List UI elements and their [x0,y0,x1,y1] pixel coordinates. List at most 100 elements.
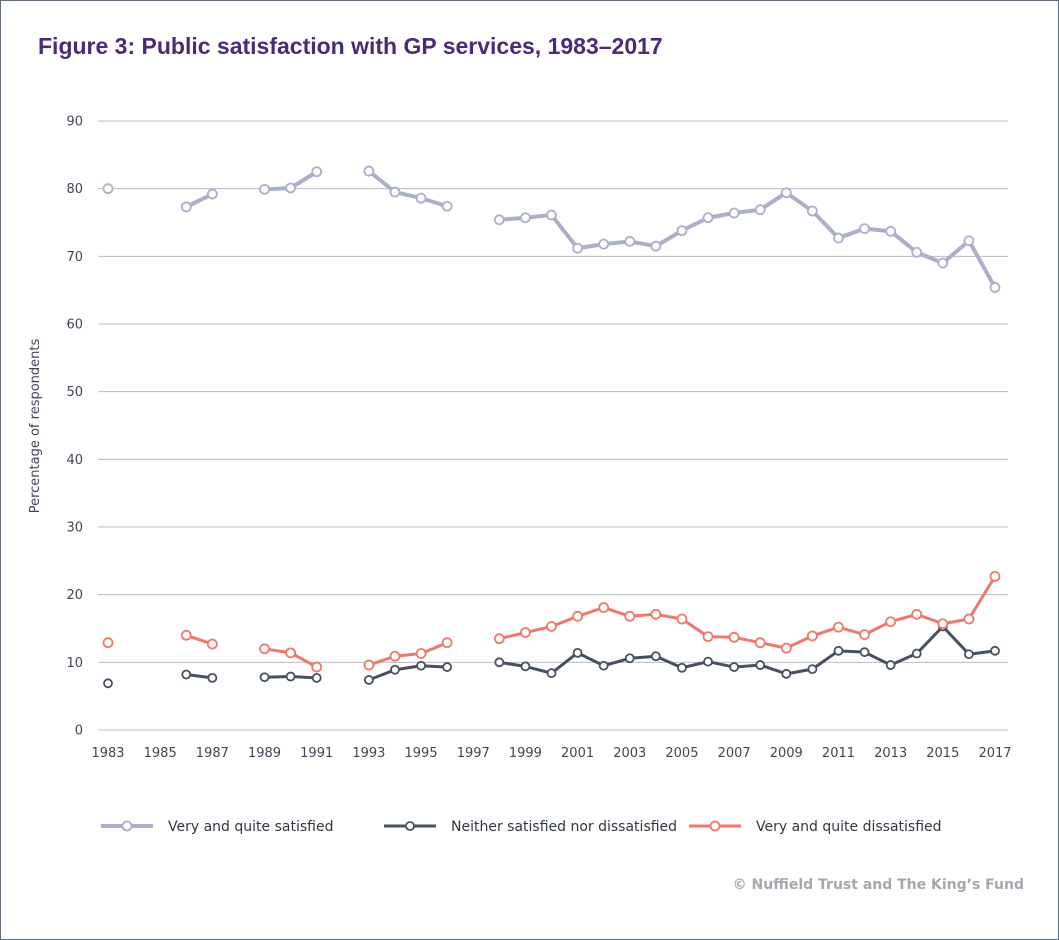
data-point [780,187,792,199]
data-point [702,212,714,224]
series-line-segment [497,190,997,290]
y-tick-label: 90 [66,115,83,130]
data-point [598,660,609,671]
data-point [441,200,453,212]
data-point [363,675,374,685]
copyright-notice: © Nuffield Trust and The King’s Fund [732,877,1024,893]
y-tick-label: 0 [75,724,83,739]
x-tick-label: 2003 [613,746,646,761]
x-tick-label: 1991 [300,746,333,761]
data-point [728,631,740,643]
data-point [415,192,427,204]
data-point [676,225,688,237]
data-point [520,661,531,672]
y-tick-label: 30 [66,521,83,536]
data-point [311,166,323,178]
series-dissatisfied [102,570,1001,673]
series-line-segment [367,664,449,682]
y-tick-label: 40 [66,453,83,468]
data-point [859,647,870,658]
data-point [781,668,792,679]
data-point [259,643,270,655]
data-point [598,238,610,250]
data-point [102,183,114,195]
data-point [703,656,713,667]
data-point [494,657,505,668]
series [102,165,1001,689]
data-point [311,661,323,673]
data-point [780,642,792,654]
data-point [702,631,714,643]
data-point [728,207,740,219]
data-point [259,672,270,683]
x-tick-label: 2007 [718,746,751,761]
data-point [389,650,401,662]
data-point [833,645,844,656]
data-point [493,633,505,645]
data-point [180,201,192,213]
data-point [520,212,531,224]
y-tick-label: 80 [66,182,83,197]
legend-label: Very and quite dissatisfied [756,819,942,835]
x-tick-label: 2011 [822,746,855,761]
data-point [285,182,297,194]
data-point [885,660,896,670]
x-tick-label: 2005 [665,746,698,761]
data-point [754,204,766,216]
y-tick-label: 20 [66,588,83,603]
chart-title: Figure 3: Public satisfaction with GP se… [38,33,663,59]
data-point [833,621,844,633]
data-point [520,627,531,638]
data-point [546,621,557,632]
data-point [990,645,1000,656]
data-point [285,671,296,682]
y-tick-label: 70 [66,250,83,265]
data-point [754,637,766,649]
data-point [755,660,766,670]
data-point [598,602,610,613]
data-point [937,257,949,269]
data-point [572,647,583,658]
x-tick-label: 2001 [561,746,594,761]
data-point [493,214,505,226]
data-point [806,205,818,217]
legend-label: Neither satisfied nor dissatisfied [451,819,677,835]
x-tick-label: 1993 [352,746,385,761]
data-point [416,660,426,671]
data-point [650,608,662,620]
legend-item-satisfied: Very and quite satisfied [101,819,333,835]
y-axis-title: Percentage of respondents [28,338,43,513]
data-point [572,242,583,254]
data-point [624,653,635,664]
x-tick-label: 2009 [770,746,803,761]
x-tick-label: 1983 [91,746,124,761]
data-point [650,240,662,252]
legend-swatch-marker [709,820,721,832]
data-point [859,223,870,234]
data-point [311,672,322,683]
data-point [650,651,661,662]
legend-swatch-marker [405,821,415,831]
x-tick-label: 1997 [457,746,490,761]
x-tick-label: 1989 [248,746,281,761]
data-point [885,616,897,628]
data-point [441,637,453,649]
data-point [989,570,1001,582]
y-tick-label: 50 [66,385,83,400]
series-line-segment [366,169,450,209]
data-point [911,246,923,258]
data-point [259,183,270,195]
data-point [389,186,401,198]
series-satisfied [102,165,1001,293]
legend-item-neither: Neither satisfied nor dissatisfied [384,819,677,835]
data-point [546,668,557,679]
data-point [207,672,218,683]
data-point [963,235,975,247]
data-point [964,649,974,660]
data-point [390,664,400,675]
x-axis-ticks: 1983 1985 1987 1989 1991 1993 1995 1997 1999 2001… [91,746,1011,761]
data-point [963,613,975,625]
data-point [363,165,375,177]
